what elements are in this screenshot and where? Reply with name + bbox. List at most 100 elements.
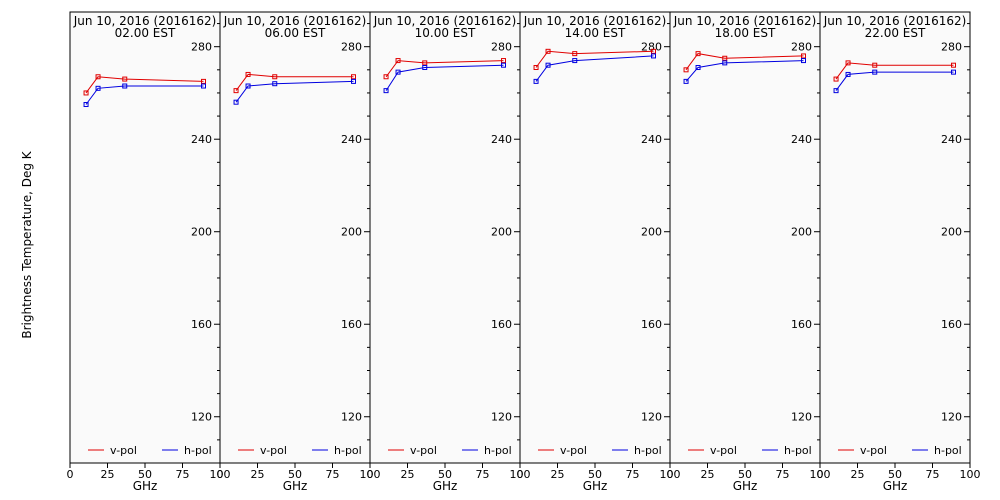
data-point <box>545 62 551 68</box>
x-tick-label: 0 <box>67 468 74 481</box>
x-tick-label: 0 <box>217 468 224 481</box>
x-axis-label: GHz <box>433 479 458 493</box>
x-tick-label: 25 <box>251 468 265 481</box>
data-point <box>833 76 839 82</box>
data-point <box>695 51 701 57</box>
panel-subtitle: 02.00 EST <box>115 26 176 40</box>
x-tick-label: 100 <box>660 468 681 481</box>
legend-label: v-pol <box>860 444 887 457</box>
data-point <box>201 83 206 89</box>
data-point <box>695 65 701 71</box>
data-point <box>501 58 506 64</box>
x-tick-label: 25 <box>401 468 415 481</box>
legend-label: v-pol <box>260 444 287 457</box>
y-tick-label: 240 <box>941 133 962 146</box>
data-point <box>951 69 956 75</box>
data-point <box>722 55 728 61</box>
x-tick-label: 75 <box>776 468 790 481</box>
panel-subtitle: 18.00 EST <box>715 26 776 40</box>
series-line-h-pol <box>235 80 354 103</box>
chart-panel: Jun 10, 2016 (2016162)22.00 EST 120 160 200… <box>817 11 981 493</box>
series-line-v-pol <box>685 53 804 71</box>
legend-label: v-pol <box>410 444 437 457</box>
data-point <box>801 53 806 59</box>
panel-title: Jun 10, 2016 (2016162) <box>223 14 367 28</box>
panel-subtitle: 22.00 EST <box>865 26 926 40</box>
data-point <box>422 60 428 66</box>
y-tick-label: 160 <box>191 318 212 331</box>
x-tick-label: 75 <box>476 468 490 481</box>
data-point <box>683 67 689 73</box>
x-tick-label: 25 <box>701 468 715 481</box>
data-point <box>83 102 89 108</box>
data-point <box>383 74 389 80</box>
legend-label: h-pol <box>184 444 212 457</box>
x-tick-label: 100 <box>510 468 531 481</box>
y-tick-label: 200 <box>941 226 962 239</box>
y-tick-label: 120 <box>641 411 662 424</box>
x-tick-label: 75 <box>176 468 190 481</box>
x-axis-label: GHz <box>133 479 158 493</box>
x-tick-label: 100 <box>210 468 231 481</box>
legend-label: v-pol <box>560 444 587 457</box>
data-point <box>245 71 251 77</box>
legend-label: h-pol <box>484 444 512 457</box>
data-point <box>572 58 578 64</box>
x-axis-label: GHz <box>883 479 908 493</box>
data-point <box>83 90 89 96</box>
plot-frame <box>519 11 671 464</box>
x-tick-label: 25 <box>101 468 115 481</box>
data-point <box>872 62 878 68</box>
series-line-v-pol <box>235 73 354 91</box>
y-tick-label: 200 <box>191 226 212 239</box>
series-line-v-pol <box>835 62 954 80</box>
legend-label: h-pol <box>634 444 662 457</box>
x-tick-label: 0 <box>667 468 674 481</box>
legend-label: h-pol <box>784 444 812 457</box>
data-point <box>272 81 278 87</box>
y-tick-label: 160 <box>791 318 812 331</box>
x-tick-label: 0 <box>367 468 374 481</box>
x-tick-label: 50 <box>588 468 602 481</box>
data-point <box>95 85 101 91</box>
x-axis-label: GHz <box>283 479 308 493</box>
x-tick-label: 100 <box>360 468 381 481</box>
chart-panel: Jun 10, 2016 (2016162)02.00 EST 120 160 200… <box>67 11 231 493</box>
data-point <box>501 62 506 68</box>
series-line-h-pol <box>535 55 654 82</box>
chart-panels: Jun 10, 2016 (2016162)02.00 EST120160200… <box>67 11 981 493</box>
y-tick-label: 200 <box>641 226 662 239</box>
chart-panel: Jun 10, 2016 (2016162)10.00 EST 120 160 200… <box>367 11 531 493</box>
panel-subtitle: 06.00 EST <box>265 26 326 40</box>
chart-panel: Jun 10, 2016 (2016162)18.00 EST 120 160 200… <box>667 11 831 493</box>
data-point <box>233 99 239 105</box>
x-axis-label: GHz <box>733 479 758 493</box>
x-tick-label: 0 <box>517 468 524 481</box>
legend-label: v-pol <box>110 444 137 457</box>
data-point <box>122 76 128 82</box>
panel-title: Jun 10, 2016 (2016162) <box>373 14 517 28</box>
y-tick-label: 280 <box>941 41 962 54</box>
panel-subtitle: 10.00 EST <box>415 26 476 40</box>
y-tick-label: 280 <box>341 41 362 54</box>
y-tick-label: 160 <box>341 318 362 331</box>
x-tick-label: 25 <box>551 468 565 481</box>
data-point <box>95 74 101 80</box>
data-point <box>845 60 851 66</box>
y-tick-label: 160 <box>491 318 512 331</box>
y-tick-label: 120 <box>941 411 962 424</box>
data-point <box>351 78 356 84</box>
legend-label: h-pol <box>934 444 962 457</box>
panel-title: Jun 10, 2016 (2016162) <box>73 14 217 28</box>
y-tick-label: 240 <box>791 133 812 146</box>
data-point <box>351 74 356 80</box>
data-point <box>545 48 551 54</box>
y-tick-label: 160 <box>941 318 962 331</box>
y-tick-label: 240 <box>491 133 512 146</box>
data-point <box>422 65 428 71</box>
y-tick-label: 200 <box>341 226 362 239</box>
panel-title: Jun 10, 2016 (2016162) <box>673 14 817 28</box>
y-tick-label: 200 <box>791 226 812 239</box>
data-point <box>233 88 239 94</box>
y-axis-label: Brightness Temperature, Deg K <box>20 150 34 338</box>
